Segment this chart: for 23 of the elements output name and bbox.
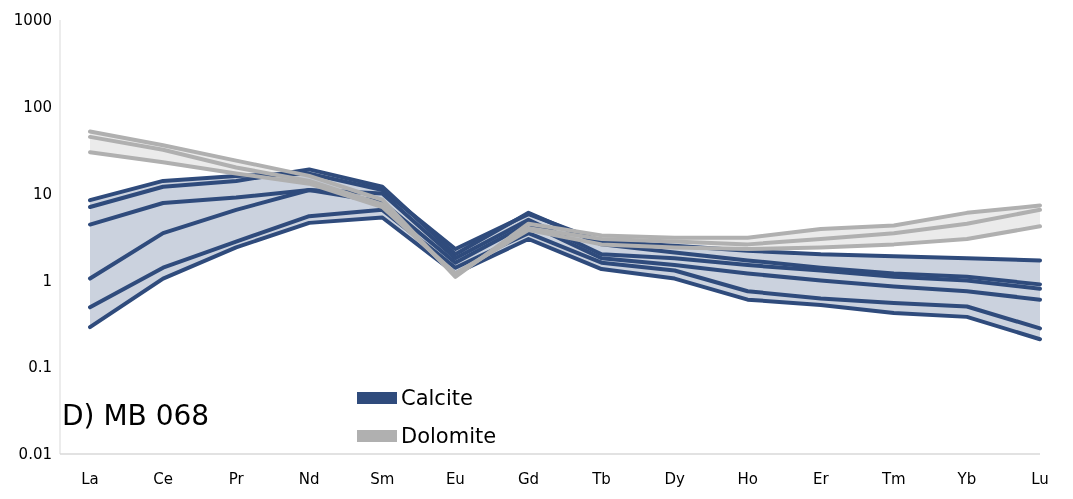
x-tick-label: Tb	[591, 470, 611, 488]
y-tick-label: 0.1	[28, 358, 52, 377]
x-tick-label: Sm	[370, 470, 395, 488]
y-tick-label: 1	[42, 271, 52, 290]
x-tick-label: Er	[812, 470, 830, 488]
x-tick-label: Ho	[737, 470, 758, 488]
x-tick-label: Gd	[517, 470, 540, 488]
x-tick-label: Eu	[445, 470, 465, 488]
x-tick-label: Lu	[1031, 470, 1049, 488]
x-tick-label: Dy	[664, 470, 685, 488]
y-tick-label: 10	[32, 184, 52, 203]
annotation: D) MB 068	[62, 399, 210, 432]
x-tick-label: Nd	[298, 470, 320, 488]
x-tick-label: Yb	[956, 470, 977, 488]
legend-label: Dolomite	[401, 424, 497, 449]
y-tick-label: 0.01	[18, 445, 52, 464]
x-tick-label: Ce	[153, 470, 173, 488]
y-tick-label: 1000	[13, 11, 52, 30]
y-tick-label: 100	[23, 98, 52, 117]
x-tick-label: Tm	[880, 470, 906, 488]
legend-label: Calcite	[401, 386, 473, 411]
x-tick-label: La	[81, 470, 99, 488]
x-tick-label: Pr	[228, 470, 245, 488]
